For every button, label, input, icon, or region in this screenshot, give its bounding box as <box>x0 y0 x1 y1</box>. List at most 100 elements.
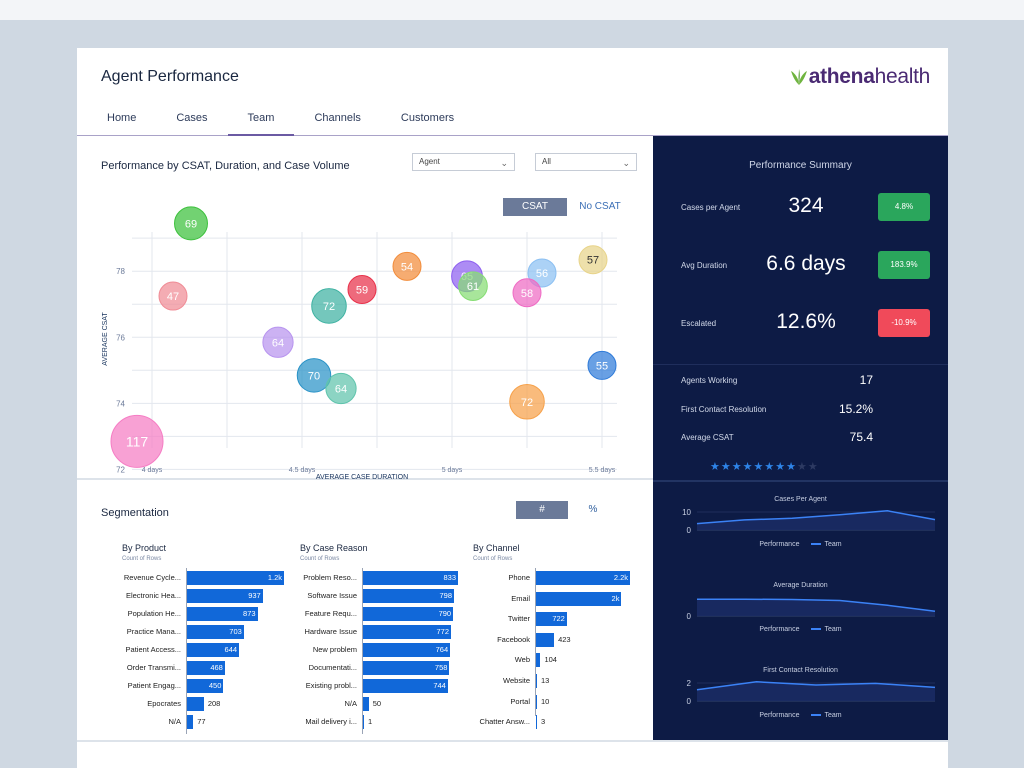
segment-bar[interactable] <box>363 607 454 621</box>
segment-bar-label: Facebook <box>497 634 530 644</box>
segment-bar[interactable] <box>536 674 537 688</box>
segment-bar[interactable] <box>187 697 204 711</box>
segment-bar[interactable] <box>536 591 622 606</box>
segment-bar[interactable] <box>536 694 537 709</box>
segment-bar-row[interactable]: Email 2k <box>77 591 653 606</box>
segment-bar[interactable] <box>536 715 537 730</box>
percent-toggle[interactable]: % <box>588 504 598 515</box>
segment-bar-value: 798 <box>439 591 452 600</box>
kpi-badge-duration: 183.9% <box>878 251 930 279</box>
segment-bar[interactable] <box>363 715 364 729</box>
segment-bar[interactable] <box>187 625 244 639</box>
segment-bar-row[interactable]: Existing probl... 744 <box>77 678 653 693</box>
segment-bar-row[interactable]: Software Issue 798 <box>77 588 653 603</box>
segment-bar-row[interactable]: N/A 50 <box>77 696 653 711</box>
segment-column-subtitle: Count of Rows <box>473 556 513 562</box>
brand-logo: athenahealth <box>789 62 930 92</box>
segment-bar[interactable] <box>187 661 225 675</box>
segment-bar[interactable] <box>363 679 448 693</box>
agent-filter-select[interactable]: Agent ⌄ <box>412 153 515 171</box>
segment-bar-row[interactable]: Feature Requ... 790 <box>77 606 653 621</box>
segment-bar-value: 3 <box>541 717 546 727</box>
segment-bar[interactable] <box>536 632 555 647</box>
kpi-label-cases: Cases per Agent <box>681 203 741 212</box>
segment-bar-row[interactable]: Web 104 <box>77 652 653 668</box>
segment-bar[interactable] <box>363 661 450 675</box>
segment-bar-row[interactable]: Twitter 722 <box>77 611 653 627</box>
segment-bar-row[interactable]: Order Transmi... 468 <box>77 660 653 675</box>
summary-panel: Performance Summary Cases per Agent 324 … <box>653 136 948 740</box>
count-toggle[interactable]: # <box>516 501 568 519</box>
tab-channels[interactable]: Channels <box>314 112 361 124</box>
tab-cases[interactable]: Cases <box>176 112 208 124</box>
segment-bar-value: 873 <box>243 609 256 618</box>
segment-bar-label: Patient Access... <box>125 645 181 654</box>
segment-bar[interactable] <box>363 589 454 603</box>
x-axis-title: AVERAGE CASE DURATION <box>316 474 408 480</box>
segment-bar[interactable] <box>536 653 541 668</box>
segment-bar-row[interactable]: New problem 764 <box>77 642 653 657</box>
segment-column-title: By Channel <box>473 543 520 553</box>
segment-bar-value: 758 <box>434 663 448 672</box>
segment-bar-row[interactable]: Problem Reso... 833 <box>77 570 653 585</box>
segment-bar[interactable] <box>187 643 240 657</box>
segment-bar[interactable] <box>536 612 567 627</box>
segment-bar[interactable] <box>363 625 452 639</box>
dashboard-header: Agent Performance athenahealth Home Case… <box>77 48 948 136</box>
star-empty-icon: ★ <box>797 461 808 473</box>
segment-bar[interactable] <box>536 571 630 585</box>
segment-bar-value: 50 <box>372 699 382 708</box>
data-bubble <box>578 245 608 275</box>
segment-bar-row[interactable]: Practice Mana... 703 <box>77 624 653 639</box>
segment-bar-row[interactable]: Population He... 873 <box>77 606 653 621</box>
x-tick-label: 4.5 days <box>289 467 316 474</box>
segment-bar-value: 13 <box>541 676 550 685</box>
segment-bar-row[interactable]: Revenue Cycle... 1.2k <box>77 570 653 585</box>
segment-bar[interactable] <box>363 571 458 585</box>
segment-bar[interactable] <box>187 679 224 693</box>
performance-panel: Performance by CSAT, Duration, and Case … <box>77 136 653 480</box>
segment-bar[interactable] <box>187 571 284 585</box>
bubble-label: 61 <box>467 281 479 293</box>
segment-bar-row[interactable]: Facebook 423 <box>77 632 653 647</box>
tab-customers[interactable]: Customers <box>400 112 455 124</box>
mini-tick-label: 0 <box>687 697 692 706</box>
stat-value-csat: 75.4 <box>849 430 873 444</box>
segment-bar-row[interactable]: Chatter Answ... 3 <box>77 714 653 730</box>
segment-bar-row[interactable]: Phone 2.2k <box>77 570 653 585</box>
summary-divider-2 <box>653 480 948 482</box>
all-filter-select[interactable]: All ⌄ <box>535 153 637 171</box>
segment-bar-row[interactable]: Website 13 <box>77 673 653 688</box>
segment-bar-row[interactable]: Patient Access... 644 <box>77 642 653 657</box>
kpi-label-escalated: Escalated <box>681 319 717 328</box>
segment-bar-row[interactable]: Portal 10 <box>77 694 653 709</box>
segment-bar-row[interactable]: Hardware Issue 772 <box>77 624 653 639</box>
legend-team: Team <box>824 626 842 633</box>
legend-team: Team <box>824 712 842 719</box>
segment-bar-label: Feature Requ... <box>304 609 357 618</box>
segment-bar-row[interactable]: Epocrates 208 <box>77 696 653 711</box>
segment-bar-label: Web <box>514 655 530 665</box>
leaf-icon <box>790 69 807 85</box>
segment-bar-label: Email <box>511 593 530 603</box>
legend-line-icon <box>811 628 822 631</box>
segment-bar-label: Twitter <box>507 614 530 624</box>
segment-bar-row[interactable]: Documentati... 758 <box>77 660 653 675</box>
segment-bar-row[interactable]: Electronic Hea... 937 <box>77 588 653 603</box>
segment-bar-value: 2.2k <box>613 573 628 582</box>
tab-home[interactable]: Home <box>107 112 137 124</box>
segment-bar-label: Documentati... <box>308 663 357 672</box>
segment-bar-row[interactable]: Mail delivery i... 1 <box>77 714 653 729</box>
no-csat-toggle[interactable]: No CSAT <box>579 201 621 212</box>
segment-bar[interactable] <box>187 715 194 729</box>
segment-bar-value: 104 <box>544 655 557 665</box>
agent-filter-value: Agent <box>419 157 440 166</box>
csat-toggle[interactable]: CSAT <box>503 198 567 216</box>
segment-bar-row[interactable]: N/A 77 <box>77 714 653 729</box>
tab-team[interactable]: Team <box>227 106 295 136</box>
segment-bar[interactable] <box>363 697 369 711</box>
segment-bar[interactable] <box>187 607 258 621</box>
segment-bar[interactable] <box>187 589 263 603</box>
segment-bar-row[interactable]: Patient Engag... 450 <box>77 678 653 693</box>
segment-bar[interactable] <box>363 643 451 657</box>
